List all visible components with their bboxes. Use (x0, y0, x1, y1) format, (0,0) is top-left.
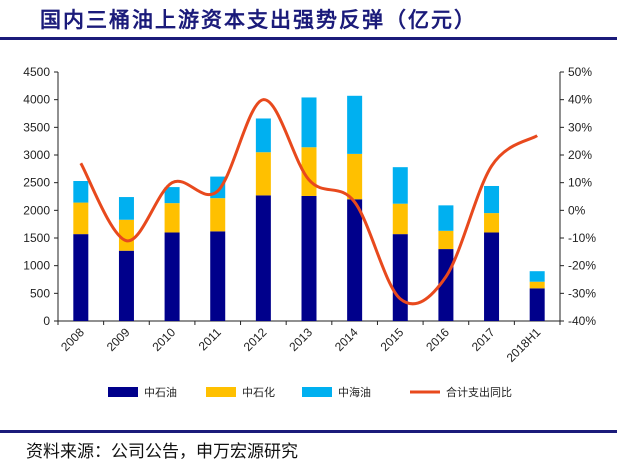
bar-segment (529, 288, 545, 321)
yoy-line (79, 98, 539, 306)
bar-segment (484, 213, 500, 233)
left-tick-label: 500 (30, 286, 50, 300)
bar-segment (255, 152, 271, 196)
right-tick-label: 20% (568, 148, 592, 162)
title-divider (0, 37, 617, 40)
left-tick-label: 1500 (23, 231, 50, 245)
right-tick-label: -30% (568, 286, 596, 300)
legend-label: 中石化 (242, 385, 275, 399)
bar-segment (164, 232, 180, 321)
bar-segment (392, 234, 408, 321)
chart-bars (73, 95, 545, 321)
left-tick-label: 1000 (23, 259, 50, 273)
bar-segment (118, 197, 134, 220)
bar-segment (255, 118, 271, 153)
bar-segment (210, 198, 226, 232)
left-tick-label: 0 (43, 314, 50, 328)
bar-segment (392, 203, 408, 235)
left-tick-label: 2000 (23, 203, 50, 217)
chart-title: 国内三桶油上游资本支出强势反弹（亿元） (40, 7, 477, 32)
legend-label: 合计支出同比 (446, 385, 512, 399)
right-tick-label: 10% (568, 176, 592, 190)
legend-swatch (302, 387, 332, 397)
x-tick-label: 2009 (104, 325, 133, 354)
bar-segment (392, 167, 408, 204)
bar-segment (73, 181, 89, 203)
bar-segment (73, 202, 89, 235)
right-tick-label: -40% (568, 314, 596, 328)
right-tick-label: -10% (568, 231, 596, 245)
x-tick-label: 2016 (423, 325, 452, 354)
x-tick-label: 2013 (286, 325, 315, 354)
legend-label: 中石油 (144, 385, 177, 399)
bar-segment (347, 199, 363, 321)
x-tick-label: 2018H1 (504, 325, 544, 365)
bar-segment (347, 95, 363, 154)
x-tick-label: 2008 (58, 325, 87, 354)
bar-segment (255, 195, 271, 321)
bar-segment (210, 231, 226, 321)
x-tick-label: 2010 (149, 325, 178, 354)
legend-swatch (206, 387, 236, 397)
chart-line (79, 98, 539, 306)
chart-legend: 中石油 中石化 中海油 合计支出同比 (108, 385, 512, 399)
bar-segment (484, 185, 500, 214)
left-tick-label: 3500 (23, 120, 50, 134)
bar-segment (164, 203, 180, 233)
right-tick-label: 0% (568, 203, 586, 217)
bar-segment (529, 281, 545, 289)
bar-segment (484, 232, 500, 321)
bar-segment (164, 187, 180, 204)
bar-segment (118, 219, 134, 251)
right-tick-label: 30% (568, 120, 592, 134)
x-tick-label: 2012 (241, 325, 270, 354)
left-tick-label: 4000 (23, 93, 50, 107)
bar-segment (347, 153, 363, 200)
left-tick-label: 3000 (23, 148, 50, 162)
left-tick-label: 2500 (23, 176, 50, 190)
bar-segment (438, 230, 454, 250)
right-tick-label: -20% (568, 259, 596, 273)
bar-segment (301, 195, 317, 321)
bar-segment (438, 205, 454, 231)
footer-divider (0, 430, 617, 433)
bar-segment (118, 250, 134, 321)
bar-segment (301, 97, 317, 148)
left-tick-label: 4500 (23, 65, 50, 79)
right-tick-label: 50% (568, 65, 592, 79)
x-tick-label: 2017 (469, 325, 498, 354)
bar-segment (73, 234, 89, 321)
x-tick-label: 2014 (332, 325, 361, 354)
x-tick-label: 2015 (378, 325, 407, 354)
bar-segment (529, 271, 545, 282)
x-tick-label: 2011 (196, 325, 224, 353)
legend-swatch (108, 387, 138, 397)
right-tick-label: 40% (568, 93, 592, 107)
legend-label: 中海油 (338, 385, 371, 399)
source-note: 资料来源：公司公告，申万宏源研究 (26, 442, 298, 462)
